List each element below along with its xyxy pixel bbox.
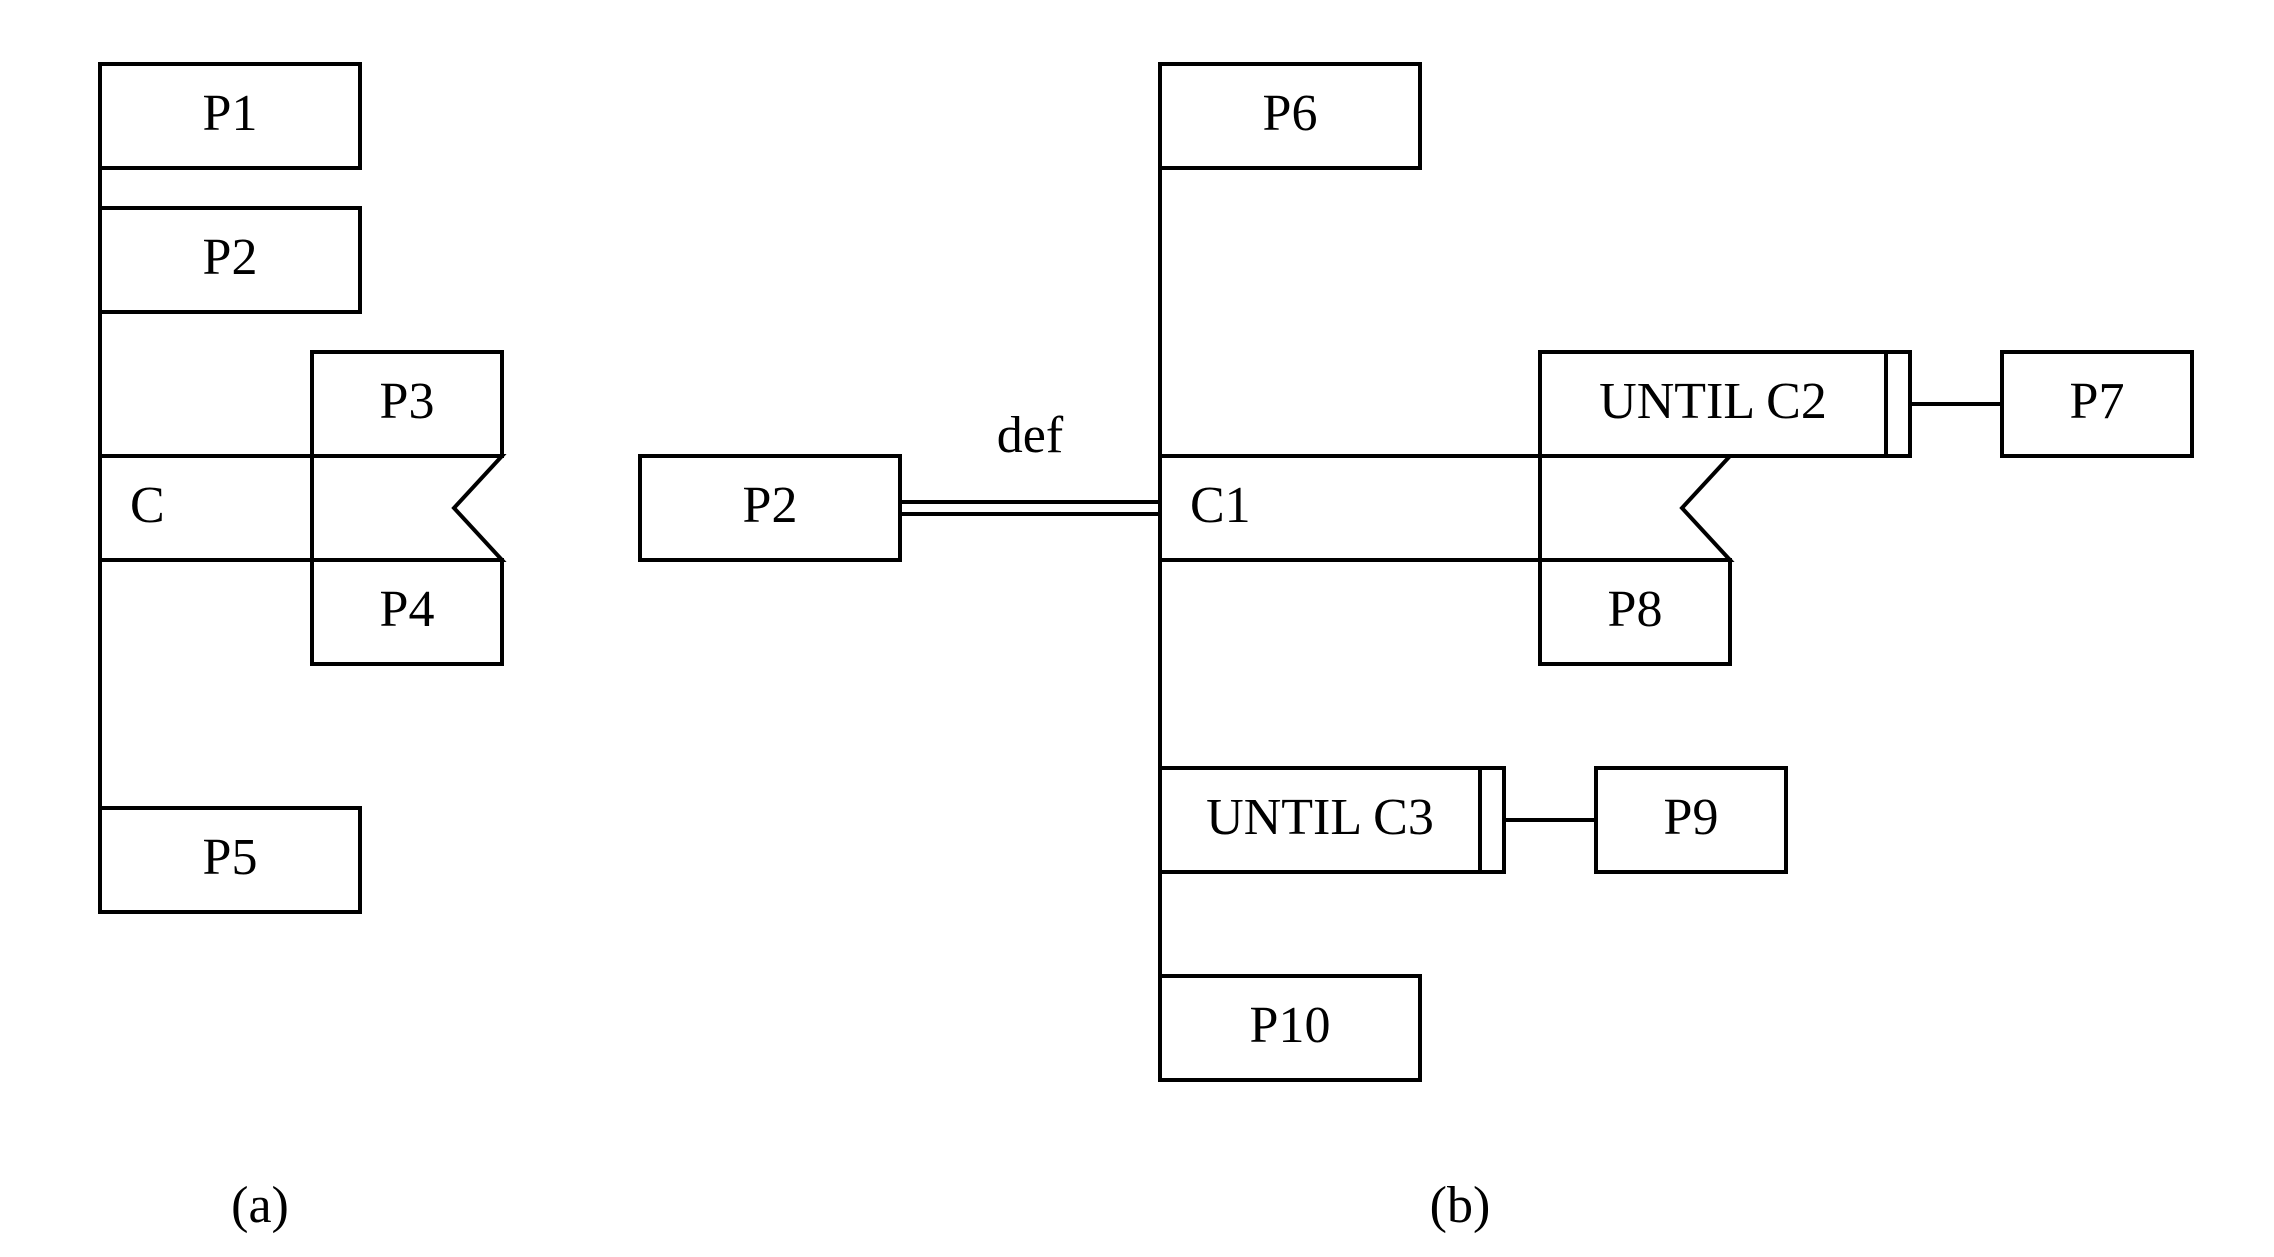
box-p2-label: P2 xyxy=(203,229,258,286)
box-p9-label: P9 xyxy=(1664,789,1719,846)
box-p6-label: P6 xyxy=(1263,85,1318,142)
box-p7-label: P7 xyxy=(2070,373,2125,430)
condition-c-label: C xyxy=(130,477,165,534)
box-p10-label: P10 xyxy=(1250,997,1331,1054)
until-c2-label: UNTIL C2 xyxy=(1599,373,1827,430)
box-p5-label: P5 xyxy=(203,829,258,886)
condition-c1-label: C1 xyxy=(1190,477,1251,534)
box-p2-def-label: P2 xyxy=(743,477,798,534)
caption-b: (b) xyxy=(1430,1177,1491,1234)
caption-a: (a) xyxy=(231,1177,289,1234)
def-label: def xyxy=(997,407,1064,464)
box-p1-label: P1 xyxy=(203,85,258,142)
box-p8-label: P8 xyxy=(1608,581,1663,638)
until-c3-label: UNTIL C3 xyxy=(1206,789,1434,846)
box-p3-label: P3 xyxy=(380,373,435,430)
box-p4-label: P4 xyxy=(380,581,435,638)
